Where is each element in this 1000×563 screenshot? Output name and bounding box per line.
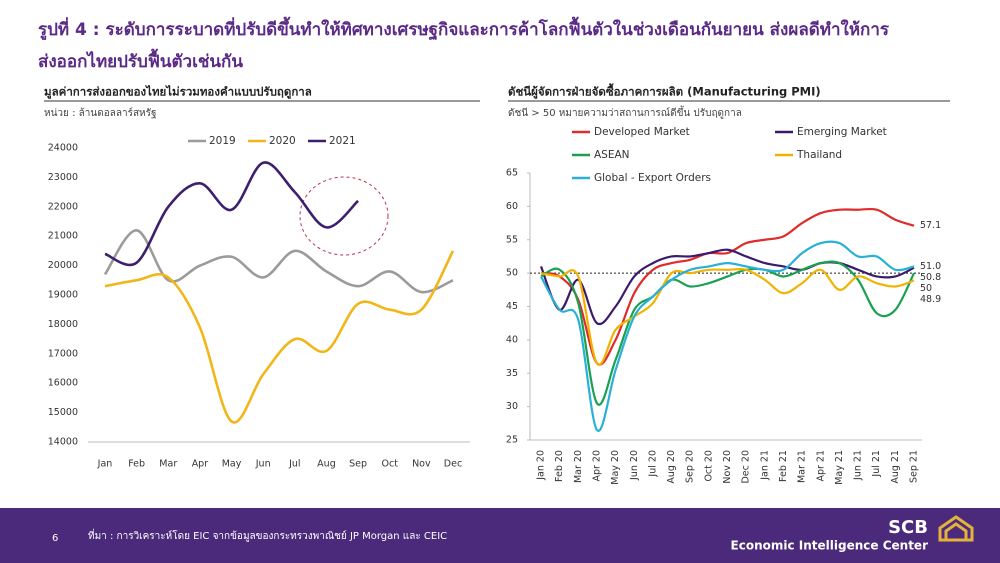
x-tick-label: Jan 20 [536, 450, 547, 481]
x-tick-label: Jan 21 [759, 450, 770, 481]
y-tick-label: 18000 [48, 319, 78, 330]
x-tick-label: Nov 20 [722, 450, 733, 484]
y-tick-label: 40 [506, 334, 518, 345]
legend-label: ASEAN [594, 149, 630, 161]
x-tick-label: Nov [412, 459, 431, 470]
x-tick-label: Aug 20 [666, 450, 677, 484]
x-tick-label: Jun [255, 459, 271, 470]
x-tick-label: Feb 21 [778, 450, 789, 482]
y-tick-label: 15000 [48, 407, 78, 418]
series-line [540, 207, 915, 366]
legend-label: 2019 [209, 135, 236, 147]
x-tick-label: Feb 20 [554, 450, 565, 482]
y-tick-label: 30 [506, 401, 518, 412]
data-label: 51.0 [920, 261, 941, 272]
series-line [539, 248, 915, 326]
source-note: ที่มา : การวิเคราะห์โดย EIC จากข้อมูลของ… [88, 528, 447, 542]
legend-label: Developed Market [594, 126, 690, 138]
x-tick-label: Mar 21 [797, 450, 808, 483]
legend-label: Thailand [796, 149, 842, 161]
logo-text: SCB [888, 517, 928, 538]
y-tick-label: 25 [506, 435, 518, 446]
x-tick-label: Aug [317, 459, 336, 470]
page-number: 6 [52, 533, 58, 544]
x-tick-label: Aug 21 [890, 450, 901, 484]
x-tick-label: Sep 20 [685, 450, 696, 483]
x-tick-label: May 20 [610, 450, 621, 485]
slide-title: ส่งออกไทยปรับฟื้นตัวเช่นกัน [38, 48, 243, 72]
y-tick-label: 17000 [48, 348, 78, 359]
y-tick-label: 35 [506, 368, 518, 379]
highlight-circle [299, 176, 389, 256]
legend-label: 2020 [269, 135, 296, 147]
chart-title: มูลค่าการส่งออกของไทยไม่รวมทองคำแบบปรับฤ… [44, 85, 312, 100]
x-tick-label: Apr [192, 459, 209, 470]
x-tick-label: Oct 20 [703, 450, 714, 482]
series-line [540, 267, 915, 366]
y-tick-label: 55 [506, 234, 518, 245]
footer-band [0, 508, 1000, 563]
y-tick-label: 50 [506, 268, 518, 279]
y-tick-label: 21000 [48, 231, 78, 242]
x-tick-label: Dec 20 [741, 450, 752, 484]
y-tick-label: 65 [506, 168, 518, 179]
x-tick-label: Sep 21 [909, 450, 920, 483]
series-line [540, 240, 915, 432]
x-tick-label: Apr 21 [815, 450, 826, 482]
x-tick-label: Dec [444, 459, 462, 470]
x-tick-label: Apr 20 [591, 450, 602, 482]
y-tick-label: 24000 [48, 143, 78, 154]
logo-icon [938, 515, 974, 542]
data-label: 50 [920, 283, 932, 294]
data-label: 57.1 [920, 220, 941, 231]
y-tick-label: 14000 [48, 437, 78, 448]
y-tick-label: 45 [506, 301, 518, 312]
x-tick-label: May 21 [834, 450, 845, 485]
x-tick-label: Jan [97, 459, 113, 470]
x-tick-label: Feb [128, 459, 145, 470]
y-tick-label: 60 [506, 201, 518, 212]
x-tick-label: May [222, 459, 242, 470]
x-tick-label: Jul 20 [647, 450, 658, 478]
x-tick-label: Sep [349, 459, 367, 470]
x-tick-label: Oct [382, 459, 399, 470]
data-label: 48.9 [920, 294, 941, 305]
x-tick-label: Jul 21 [871, 450, 882, 478]
legend-label: 2021 [329, 135, 356, 147]
legend-label: Emerging Market [797, 126, 887, 138]
y-tick-label: 22000 [48, 201, 78, 212]
y-tick-label: 23000 [48, 172, 78, 183]
slide-title: รูปที่ 4 : ระดับการระบาดที่ปรับดีขึ้นทำใ… [38, 16, 890, 41]
y-tick-label: 16000 [48, 378, 78, 389]
chart-title: ดัชนีผู้จัดการฝ่ายจัดซื้อภาคการผลิต (Man… [508, 83, 821, 100]
y-tick-label: 19000 [48, 290, 78, 301]
x-tick-label: Jun 21 [853, 450, 864, 481]
x-tick-label: Jun 20 [629, 450, 640, 481]
chart-subtitle: ดัชนี > 50 หมายความว่าสถานการณ์ดีขึ้น ปร… [508, 105, 742, 119]
series-line [104, 161, 359, 267]
series-line [540, 260, 915, 406]
data-label: 50.8 [920, 272, 941, 283]
org-name: Economic Intelligence Center [731, 539, 929, 553]
y-tick-label: 20000 [48, 260, 78, 271]
x-tick-label: Jul [288, 459, 300, 470]
chart-subtitle: หน่วย : ล้านดอลลาร์สหรัฐ [44, 107, 157, 119]
x-tick-label: Mar [159, 459, 177, 470]
series-line [103, 229, 454, 294]
legend-label: Global - Export Orders [594, 172, 711, 184]
series-line [104, 250, 455, 424]
x-tick-label: Mar 20 [573, 450, 584, 483]
